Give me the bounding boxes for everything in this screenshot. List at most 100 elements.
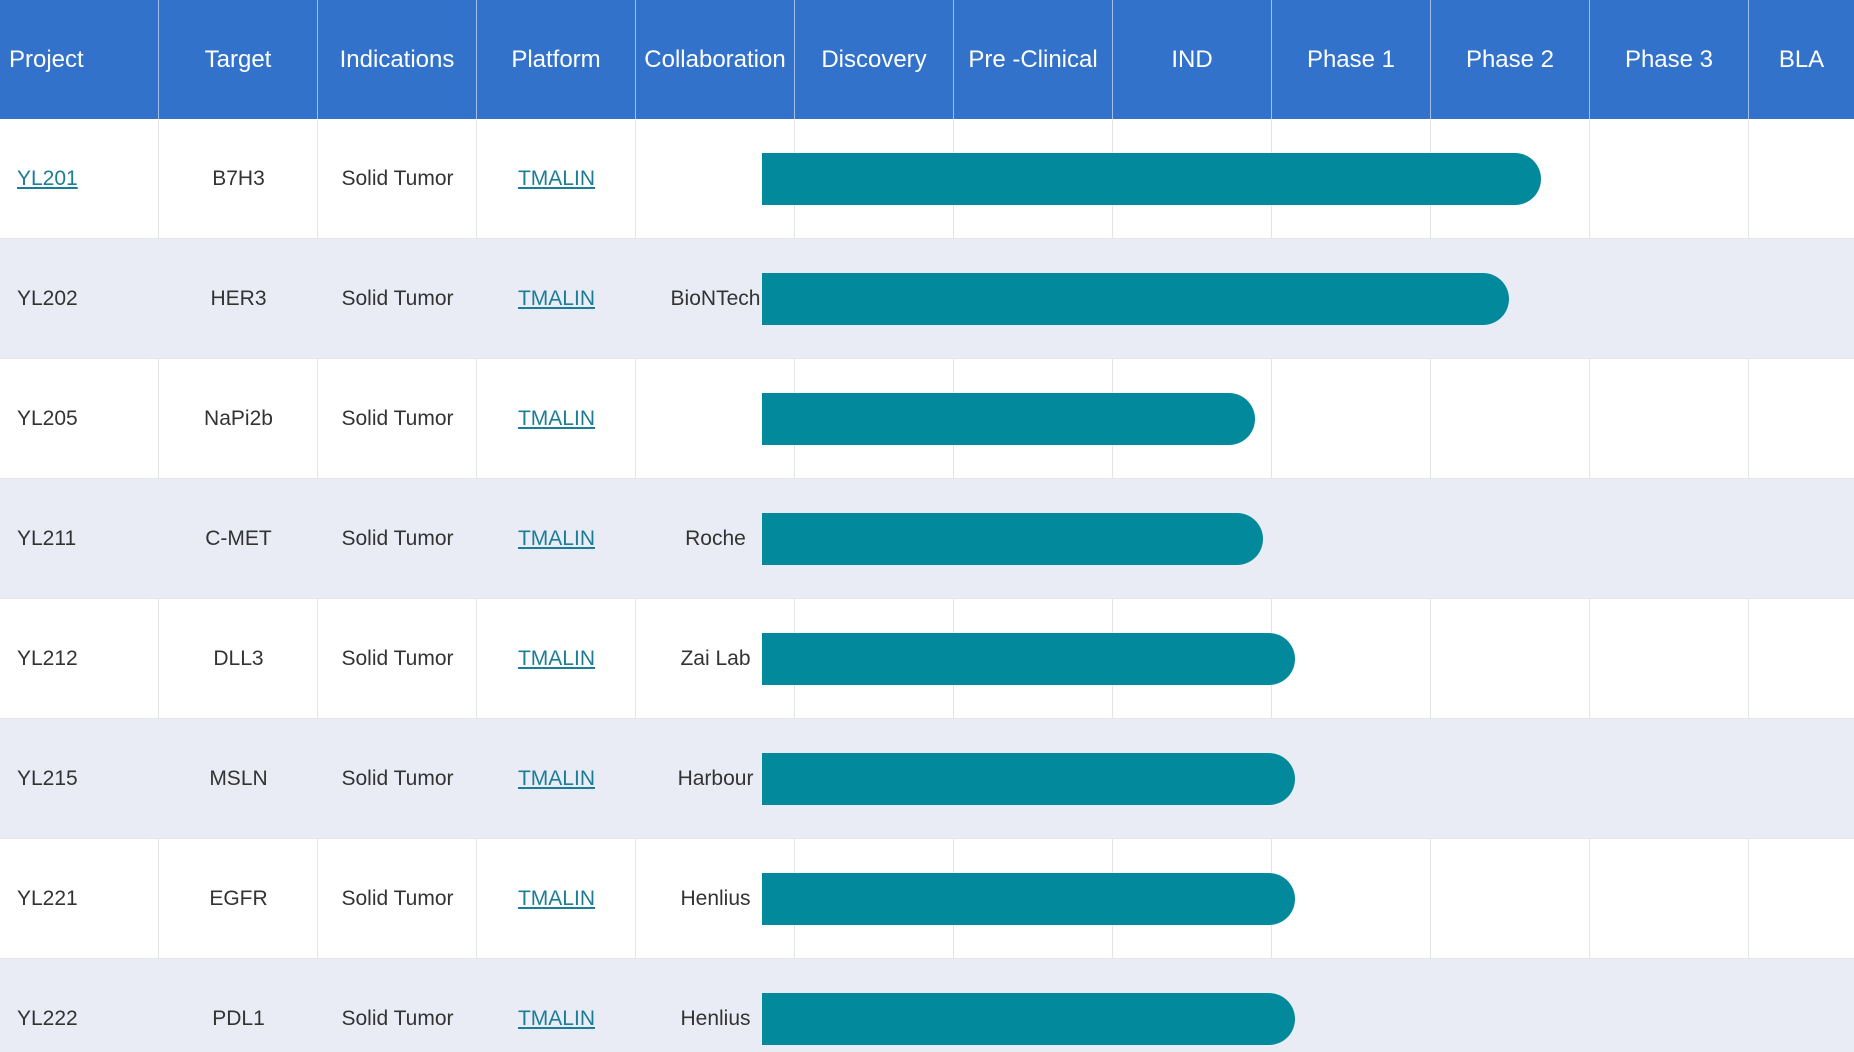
table-row: YL215 MSLN Solid Tumor TMALIN Harbour (0, 719, 1854, 839)
indication-cell: Solid Tumor (318, 479, 477, 599)
pipeline-progress-bar (762, 273, 1509, 325)
target-cell-text: PDL1 (212, 1007, 265, 1031)
platform-cell: TMALIN (477, 959, 636, 1052)
target-cell-text: HER3 (210, 287, 266, 311)
target-cell: PDL1 (159, 959, 318, 1052)
target-cell: MSLN (159, 719, 318, 839)
project-cell-text: YL215 (17, 767, 78, 791)
target-cell: C-MET (159, 479, 318, 599)
pipeline-progress-bar (762, 153, 1541, 205)
header-bla: BLA (1749, 0, 1854, 119)
table-row: YL202 HER3 Solid Tumor TMALIN BioNTech (0, 239, 1854, 359)
header-pre-clinical: Pre -Clinical (954, 0, 1113, 119)
platform-link[interactable]: TMALIN (518, 767, 595, 791)
target-cell-text: EGFR (209, 887, 267, 911)
indication-cell: Solid Tumor (318, 119, 477, 239)
project-cell-text: YL221 (17, 887, 78, 911)
table-header: ProjectTargetIndicationsPlatformCollabor… (0, 0, 1854, 119)
target-cell-text: MSLN (209, 767, 267, 791)
project-cell-text: YL211 (17, 527, 76, 551)
header-ind: IND (1113, 0, 1272, 119)
indication-cell-text: Solid Tumor (341, 767, 453, 791)
indication-cell-text: Solid Tumor (341, 167, 453, 191)
platform-link[interactable]: TMALIN (518, 1007, 595, 1031)
indication-cell-text: Solid Tumor (341, 527, 453, 551)
indication-cell: Solid Tumor (318, 599, 477, 719)
indication-cell-text: Solid Tumor (341, 887, 453, 911)
indication-cell-text: Solid Tumor (341, 647, 453, 671)
project-cell-text: YL222 (17, 1007, 78, 1031)
pipeline-progress-bar (762, 393, 1255, 445)
header-collaboration: Collaboration (636, 0, 795, 119)
pipeline-progress-bar (762, 873, 1295, 925)
indication-cell: Solid Tumor (318, 959, 477, 1052)
platform-cell: TMALIN (477, 839, 636, 959)
platform-cell: TMALIN (477, 599, 636, 719)
platform-cell: TMALIN (477, 719, 636, 839)
target-cell: B7H3 (159, 119, 318, 239)
header-target: Target (159, 0, 318, 119)
collaboration-cell-text: Henlius (680, 1007, 750, 1031)
project-cell: YL221 (0, 839, 159, 959)
project-cell: YL212 (0, 599, 159, 719)
target-cell: HER3 (159, 239, 318, 359)
project-cell: YL205 (0, 359, 159, 479)
collaboration-cell-text: Henlius (680, 887, 750, 911)
target-cell: DLL3 (159, 599, 318, 719)
project-cell: YL202 (0, 239, 159, 359)
pipeline-progress-bar (762, 513, 1263, 565)
project-cell-text: YL205 (17, 407, 78, 431)
platform-link[interactable]: TMALIN (518, 647, 595, 671)
collaboration-cell-text: Zai Lab (680, 647, 750, 671)
header-project: Project (0, 0, 159, 119)
platform-link[interactable]: TMALIN (518, 407, 595, 431)
platform-link[interactable]: TMALIN (518, 287, 595, 311)
indication-cell: Solid Tumor (318, 719, 477, 839)
collaboration-cell-text: Harbour (678, 767, 754, 791)
project-cell: YL222 (0, 959, 159, 1052)
target-cell-text: C-MET (205, 527, 272, 551)
pipeline-progress-bar (762, 993, 1295, 1045)
indication-cell: Solid Tumor (318, 359, 477, 479)
project-cell: YL215 (0, 719, 159, 839)
pipeline-progress-bar (762, 633, 1295, 685)
collaboration-cell-text: Roche (685, 527, 746, 551)
platform-link[interactable]: TMALIN (518, 527, 595, 551)
table-row: YL222 PDL1 Solid Tumor TMALIN Henlius (0, 959, 1854, 1052)
collaboration-cell-text: BioNTech (671, 287, 761, 311)
header-platform: Platform (477, 0, 636, 119)
table-row: YL221 EGFR Solid Tumor TMALIN Henlius (0, 839, 1854, 959)
platform-cell: TMALIN (477, 479, 636, 599)
target-cell: NaPi2b (159, 359, 318, 479)
project-cell: YL211 (0, 479, 159, 599)
target-cell-text: DLL3 (213, 647, 263, 671)
indication-cell: Solid Tumor (318, 239, 477, 359)
platform-link[interactable]: TMALIN (518, 167, 595, 191)
indication-cell-text: Solid Tumor (341, 407, 453, 431)
platform-cell: TMALIN (477, 359, 636, 479)
pipeline-progress-bar (762, 753, 1295, 805)
table-row: YL211 C-MET Solid Tumor TMALIN Roche (0, 479, 1854, 599)
indication-cell-text: Solid Tumor (341, 1007, 453, 1031)
target-cell-text: B7H3 (212, 167, 265, 191)
table-row: YL212 DLL3 Solid Tumor TMALIN Zai Lab (0, 599, 1854, 719)
project-cell-text: YL212 (17, 647, 78, 671)
header-phase-3: Phase 3 (1590, 0, 1749, 119)
target-cell-text: NaPi2b (204, 407, 273, 431)
indication-cell: Solid Tumor (318, 839, 477, 959)
header-phase-2: Phase 2 (1431, 0, 1590, 119)
platform-link[interactable]: TMALIN (518, 887, 595, 911)
indication-cell-text: Solid Tumor (341, 287, 453, 311)
header-phase-1: Phase 1 (1272, 0, 1431, 119)
table-row: YL205 NaPi2b Solid Tumor TMALIN (0, 359, 1854, 479)
project-link[interactable]: YL201 (17, 167, 78, 191)
header-discovery: Discovery (795, 0, 954, 119)
platform-cell: TMALIN (477, 119, 636, 239)
target-cell: EGFR (159, 839, 318, 959)
header-indications: Indications (318, 0, 477, 119)
project-cell-text: YL202 (17, 287, 78, 311)
table-row: YL201 B7H3 Solid Tumor TMALIN (0, 119, 1854, 239)
platform-cell: TMALIN (477, 239, 636, 359)
project-cell: YL201 (0, 119, 159, 239)
